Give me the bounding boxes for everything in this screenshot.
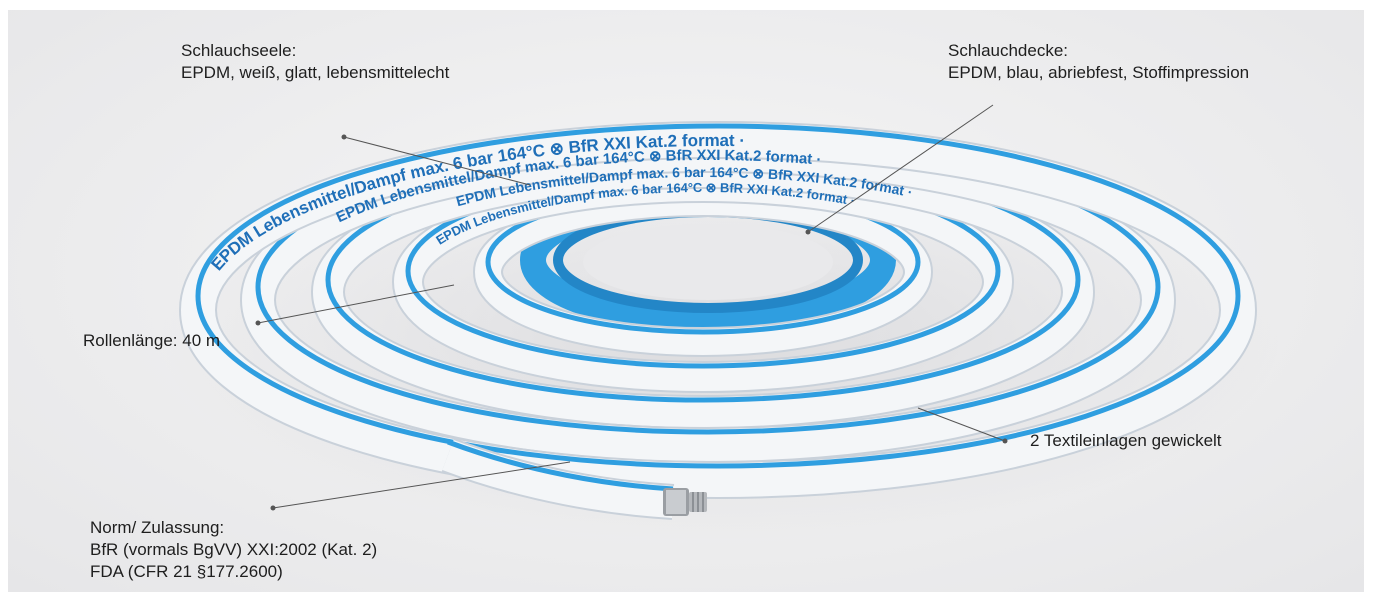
callout-norm-title: Norm/ Zulassung: [90, 518, 225, 537]
callout-norm-line1: BfR (vormals BgVV) XXI:2002 (Kat. 2) [90, 540, 378, 559]
product-diagram: EPDM Lebensmittel/Dampf max. 6 bar 164°C… [8, 10, 1364, 592]
callout-rollenlaenge: Rollenlänge: 40 m [83, 330, 220, 352]
leader-schlauchdecke [805, 104, 994, 235]
leader-schlauchseele [341, 134, 531, 186]
callout-schlauchseele: Schlauchseele: EPDM, weiß, glatt, lebens… [181, 40, 449, 84]
callout-norm: Norm/ Zulassung: BfR (vormals BgVV) XXI:… [90, 517, 377, 583]
callout-schlauchseele-title: Schlauchseele: [181, 41, 297, 60]
callout-rollenlaenge-text: Rollenlänge: 40 m [83, 331, 221, 350]
callout-textileinlagen: 2 Textileinlagen gewickelt [1030, 430, 1222, 452]
callout-schlauchdecke: Schlauchdecke: EPDM, blau, abriebfest, S… [948, 40, 1249, 84]
callout-textileinlagen-text: 2 Textileinlagen gewickelt [1030, 431, 1222, 450]
callout-schlauchdecke-description: EPDM, blau, abriebfest, Stoffimpression [948, 63, 1250, 82]
leader-norm [270, 461, 571, 511]
callout-norm-line2: FDA (CFR 21 §177.2600) [90, 562, 283, 581]
metal-fitting [663, 488, 707, 516]
callout-schlauchseele-description: EPDM, weiß, glatt, lebensmittelecht [181, 63, 450, 82]
leader-textileinlagen [917, 407, 1008, 444]
leader-rollenlaenge [255, 284, 455, 326]
hose-coil-illustration: EPDM Lebensmittel/Dampf max. 6 bar 164°C… [160, 104, 1280, 540]
callout-schlauchdecke-title: Schlauchdecke: [948, 41, 1069, 60]
